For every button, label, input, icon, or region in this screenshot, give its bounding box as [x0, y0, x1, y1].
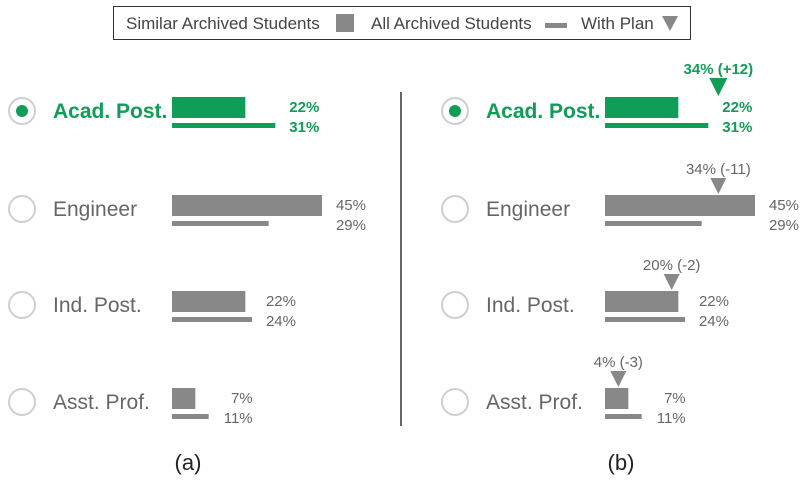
panel-b-row-3-similar-bar [605, 388, 629, 409]
panel-b-row-1-similar-bar [605, 195, 755, 216]
panel-b-row-2-plan-marker [663, 274, 680, 290]
panel-a-row-2-category-label: Ind. Post. [53, 294, 142, 317]
panel-b-row-1-all-value-label: 29% [769, 217, 799, 234]
panel-a-row-2-all-bar [172, 317, 252, 322]
panel-b-row-3-all-value-label: 11% [657, 410, 686, 427]
panel-a-row-0-similar-bar [172, 97, 246, 118]
panel-a-row-1-category-label: Engineer [53, 198, 137, 221]
panel-b-row-2-plan-value-label: 20% (-2) [643, 257, 701, 274]
panel-b-row-1-radio-button[interactable] [441, 195, 469, 223]
panel-a-row-0-similar-value-label: 22% [289, 99, 319, 116]
panel-b-row-2-similar-bar [605, 291, 679, 312]
panel-b-row-2-category-label: Ind. Post. [486, 294, 575, 317]
caption-a: (a) [174, 450, 202, 475]
panel-a-row-0-category-label: Acad. Post. [53, 100, 167, 123]
panel-a-row-2-similar-bar [172, 291, 246, 312]
panel-a-row-2-radio-button[interactable] [8, 291, 36, 319]
panel-a-row-3-similar-bar [172, 388, 196, 409]
panel-a-row-3-all-value-label: 11% [224, 410, 253, 427]
legend-plan-label: With Plan [581, 14, 654, 33]
panel-b-row-2-all-bar [605, 317, 685, 322]
panel-b-row-2-all-value-label: 24% [699, 313, 729, 330]
panel-b-row-1-category-label: Engineer [486, 198, 570, 221]
panel-a-row-1-all-bar [172, 221, 269, 226]
legend-plan-triangle-icon [662, 16, 678, 31]
panel-a-row-2-similar-value-label: 22% [266, 293, 296, 310]
panel-b-row-0-category-label: Acad. Post. [486, 100, 600, 123]
legend-all-swatch [545, 23, 567, 28]
panel-a-row-1-similar-value-label: 45% [336, 197, 366, 214]
panel-b-row-3-plan-marker [610, 371, 627, 387]
panel-a-row-1-all-value-label: 29% [336, 217, 366, 234]
panel-b-row-3-similar-value-label: 7% [664, 390, 686, 407]
panel-a-row-2-all-value-label: 24% [266, 313, 296, 330]
panel-b-row-1-plan-marker [710, 178, 727, 194]
panel-b-row-2-radio-button[interactable] [441, 291, 469, 319]
panel-a-row-0-all-value-label: 31% [289, 119, 319, 136]
panel-b-row-0-radio-dot [449, 105, 461, 117]
legend-similar-label: Similar Archived Students [126, 14, 320, 33]
panel-b-row-0-plan-marker [709, 78, 728, 96]
panel-a-row-3-category-label: Asst. Prof. [53, 391, 150, 414]
panel-b-row-3-category-label: Asst. Prof. [486, 391, 583, 414]
legend-similar-swatch [336, 14, 354, 32]
panel-b-row-0-similar-value-label: 22% [722, 99, 752, 116]
legend: Similar Archived Students All Archived S… [113, 6, 691, 40]
panel-b-row-1-plan-value-label: 34% (-11) [686, 161, 751, 178]
panel-b-row-2-similar-value-label: 22% [699, 293, 729, 310]
panel-b-row-3-all-bar [605, 414, 642, 419]
panel-a-row-0-radio-dot [16, 105, 28, 117]
caption-b: (b) [607, 450, 635, 475]
panel-b-row-0-all-bar [605, 123, 709, 128]
panel-b-row-3-plan-value-label: 4% (-3) [594, 354, 643, 371]
panel-a-row-0-all-bar [172, 123, 276, 128]
panel-b-row-3-radio-button[interactable] [441, 388, 469, 416]
panel-b-row-1-all-bar [605, 221, 702, 226]
panel-a-row-1-radio-button[interactable] [8, 195, 36, 223]
panel-a-row-3-radio-button[interactable] [8, 388, 36, 416]
panel-b-row-0-similar-bar [605, 97, 679, 118]
panel-b-row-0-all-value-label: 31% [722, 119, 752, 136]
panel-b-row-1-similar-value-label: 45% [769, 197, 799, 214]
panel-a-row-3-similar-value-label: 7% [231, 390, 253, 407]
legend-all-label: All Archived Students [371, 14, 532, 33]
panel-a-row-3-all-bar [172, 414, 209, 419]
panel-b-row-0-plan-value-label: 34% (+12) [684, 61, 754, 78]
panel-a-row-1-similar-bar [172, 195, 322, 216]
